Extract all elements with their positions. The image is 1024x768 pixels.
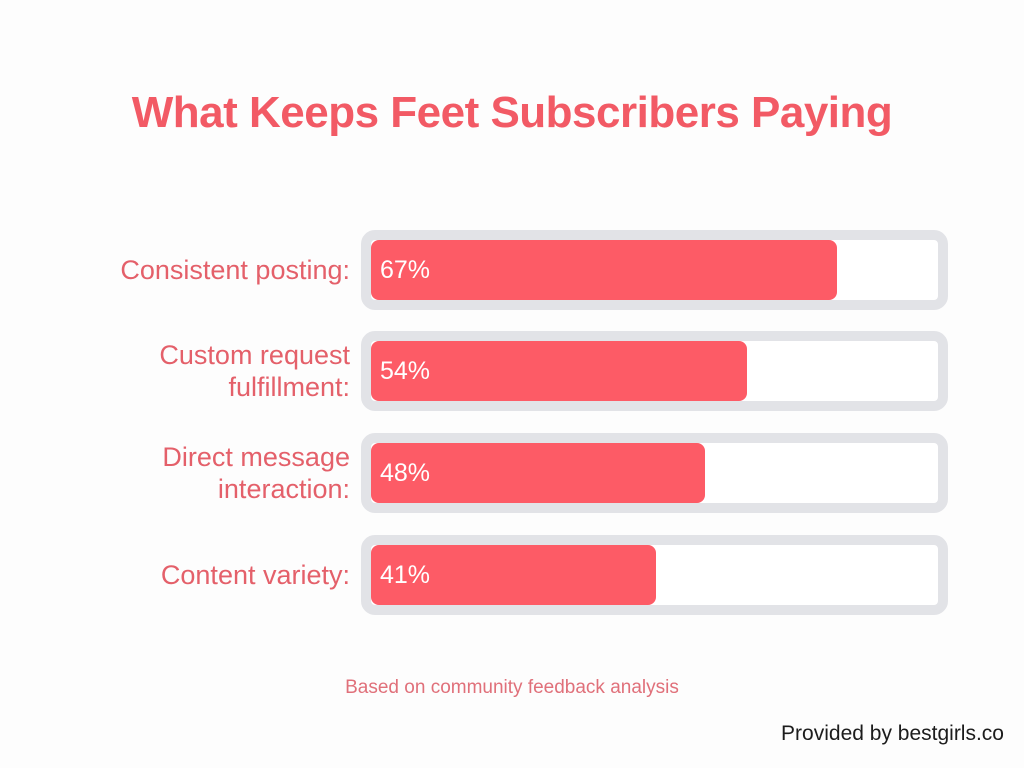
footnote: Based on community feedback analysis [345, 677, 679, 698]
bar-row-consistent-posting: Consistent posting: 67% [0, 230, 1024, 310]
chart-title: What Keeps Feet Subscribers Paying [131, 88, 893, 137]
bar-track: 54% [361, 331, 948, 411]
bar-fill: 67% [371, 240, 837, 300]
bar-track: 41% [361, 535, 948, 615]
bar-value: 54% [380, 356, 431, 385]
bar-fill: 41% [371, 545, 656, 605]
bar-track: 67% [361, 230, 948, 310]
bar-fill: 48% [371, 443, 705, 503]
bar-value: 48% [380, 458, 431, 487]
bar-label: Content variety: [160, 560, 350, 590]
bar-label: Direct message interaction: [162, 442, 350, 504]
bar-track: 48% [361, 433, 948, 513]
bar-row-direct-message: Direct message interaction: 48% [0, 433, 1024, 513]
bar-row-content-variety: Content variety: 41% [0, 535, 1024, 615]
bar-fill: 54% [371, 341, 747, 401]
bar-row-custom-request: Custom request fulfillment: 54% [0, 331, 1024, 411]
bar-value: 41% [380, 560, 431, 589]
bar-label: Consistent posting: [120, 255, 350, 285]
credit-text: Provided by bestgirls.co [781, 722, 1004, 745]
bar-label: Custom request fulfillment: [159, 340, 350, 402]
bar-value: 67% [380, 255, 431, 284]
